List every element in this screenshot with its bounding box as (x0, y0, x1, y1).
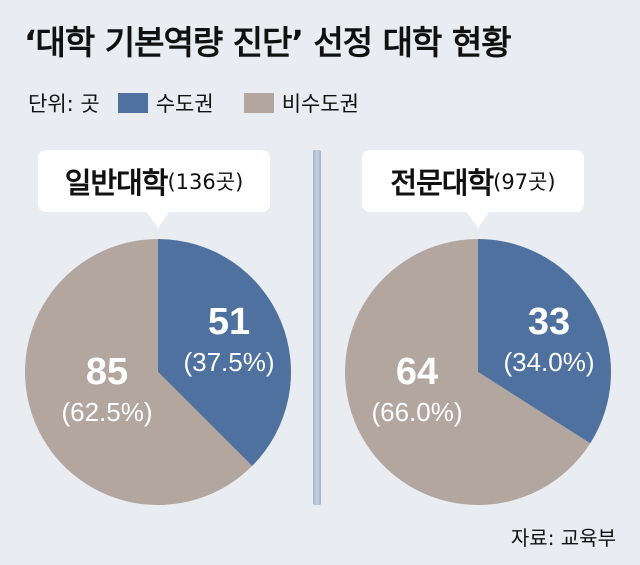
bubble-tail (146, 211, 170, 228)
legend-swatch-capital (117, 93, 148, 113)
pie-slice-capital (478, 239, 611, 444)
divider (313, 150, 321, 505)
bubble-tail (466, 211, 490, 228)
pie-percent-label-non-capital: (66.0%) (371, 397, 462, 427)
legend: 단위: 곳 수도권 비수도권 (28, 88, 389, 118)
pie-title-junior: 전문대학 (390, 166, 494, 200)
legend-swatch-non-capital (243, 93, 274, 113)
pie-value-label-non-capital: 85 (86, 351, 128, 393)
pie-note-junior: (97곳) (493, 170, 556, 194)
chart-title: ‘대학 기본역량 진단’ 선정 대학 현황 (24, 23, 512, 62)
source-label: 자료: 교육부 (510, 526, 616, 550)
pie-percent-label-capital: (37.5%) (183, 347, 274, 377)
pie-general-university: 51 (37.5%) 85 (62.5%) (25, 239, 291, 505)
pie-junior-college: 33 (34.0%) 64 (66.0%) (344, 239, 611, 506)
pie-percent-label-capital: (34.0%) (503, 347, 594, 377)
pie-percent-label-non-capital: (62.5%) (61, 397, 152, 427)
pie-slice-non-capital (344, 239, 591, 506)
legend-label-capital: 수도권 (155, 92, 214, 116)
pie-value-label-non-capital: 64 (396, 351, 438, 393)
pie-slice-non-capital (25, 239, 253, 505)
pie-slice-capital (158, 239, 291, 467)
pie-value-label-capital: 33 (528, 301, 570, 343)
pie-title-general: 일반대학 (64, 166, 169, 200)
pie-note-general: (136곳) (167, 170, 244, 194)
unit-label: 단위: 곳 (28, 92, 100, 116)
legend-item-capital: 수도권 (117, 88, 214, 118)
legend-item-non-capital: 비수도권 (243, 88, 359, 118)
legend-label-non-capital: 비수도권 (281, 92, 359, 116)
pie-value-label-capital: 51 (208, 301, 250, 343)
bubble-junior-college: 전문대학 (97곳) (362, 150, 584, 228)
bubble-general-university: 일반대학 (136곳) (38, 150, 270, 228)
